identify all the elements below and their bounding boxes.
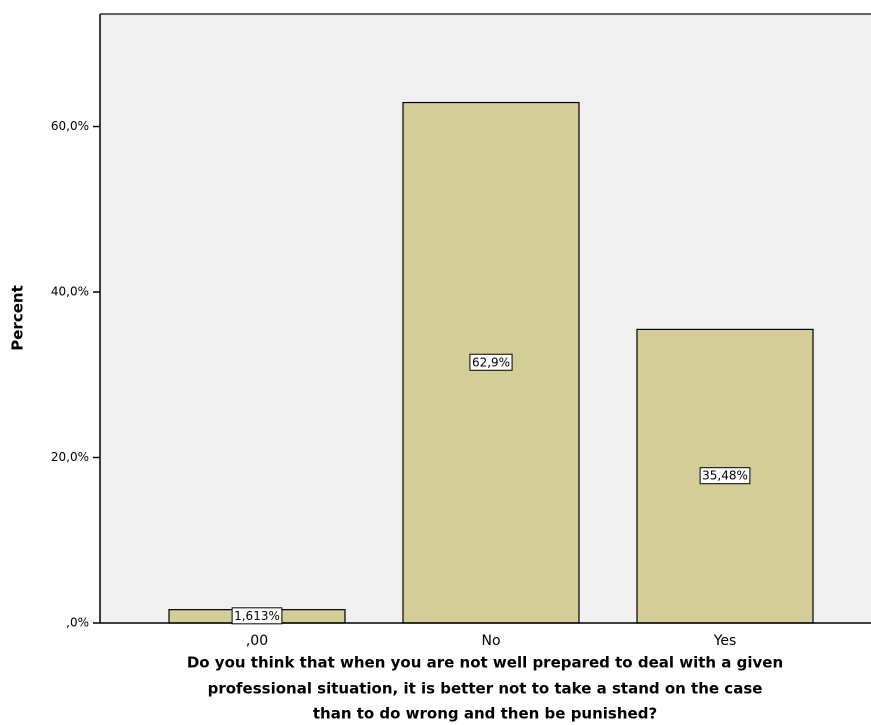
y-axis-title: Percent: [9, 285, 27, 350]
value-label: 35,48%: [702, 469, 748, 483]
value-label-box: [469, 353, 513, 371]
y-tick-label: 40,0%: [51, 285, 89, 299]
y-tick-label: ,0%: [66, 616, 89, 630]
value-label: 62,9%: [472, 355, 510, 369]
value-label: 1,613%: [234, 609, 280, 623]
y-tick-label: 20,0%: [51, 450, 89, 464]
x-axis-title: Do you think that when you are not well …: [187, 654, 783, 672]
x-tick-label: Yes: [713, 633, 737, 649]
x-tick-label: ,00: [246, 633, 268, 649]
x-axis-title: professional situation, it is better not…: [208, 680, 763, 698]
x-axis-title: than to do wrong and then be punished?: [313, 705, 657, 723]
value-label-box: [231, 607, 283, 625]
y-tick-label: 60,0%: [51, 119, 89, 133]
value-label-box: [699, 467, 751, 485]
x-tick-label: No: [481, 633, 500, 649]
